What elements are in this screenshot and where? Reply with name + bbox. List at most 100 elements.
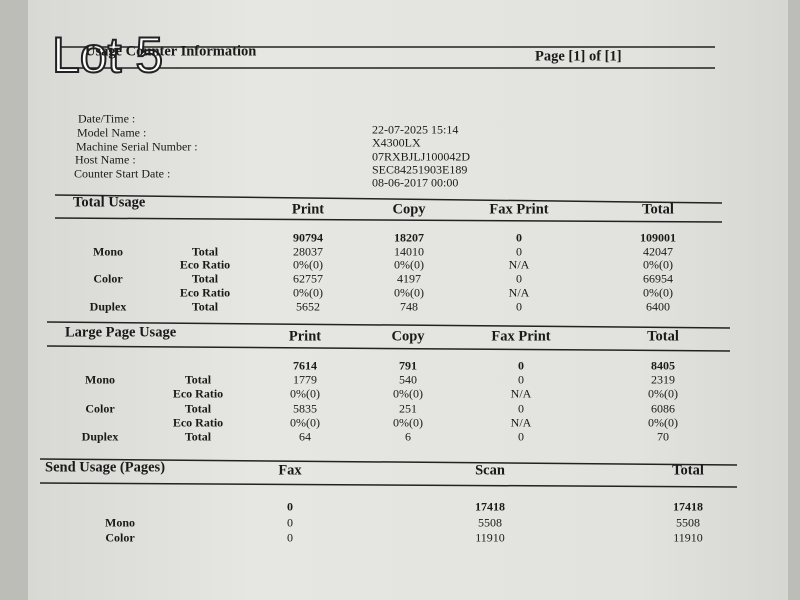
cell: 11910 (475, 530, 505, 545)
row-label: Total (191, 299, 219, 313)
column-header: Total (672, 462, 704, 479)
cell: 11910 (673, 530, 703, 545)
cell: 5508 (676, 515, 700, 529)
cell: 2319 (651, 372, 675, 387)
cell: 0%(0) (293, 285, 323, 300)
cell: 0 (287, 530, 293, 545)
cell: 251 (399, 401, 417, 416)
cell: 0%(0) (643, 285, 673, 300)
cell: 0 (516, 230, 522, 245)
cell: 791 (399, 358, 417, 373)
column-header: Scan (475, 462, 505, 479)
info-label: Machine Serial Number : (76, 139, 198, 154)
cell: 0 (516, 271, 522, 286)
column-header: Print (288, 328, 322, 345)
row-label: Total (184, 401, 212, 416)
row-group: Mono (93, 244, 123, 259)
row-label: Total (184, 372, 212, 387)
cell: 42047 (643, 244, 673, 259)
row-group: Color (85, 401, 115, 416)
row-label: Total (184, 429, 212, 444)
column-header: Total (647, 328, 679, 345)
cell: 109001 (640, 230, 676, 245)
cell: N/A (510, 415, 532, 430)
cell: 17418 (475, 499, 505, 514)
row-label: Total (191, 271, 219, 286)
cell: 8405 (651, 358, 675, 373)
column-header: Fax Print (489, 201, 549, 218)
row-label: Eco Ratio (179, 257, 231, 272)
cell: 0%(0) (394, 257, 424, 272)
info-value: 22-07-2025 15:14 (372, 122, 459, 137)
cell: 0%(0) (293, 257, 323, 272)
row-group: Duplex (81, 429, 119, 444)
cell: 0 (287, 499, 293, 514)
cell: 90794 (293, 230, 323, 245)
cell: 5652 (296, 299, 320, 313)
cell: 0 (518, 358, 524, 373)
column-header: Total (642, 201, 674, 218)
cell: 0%(0) (648, 386, 678, 401)
section-title: Large Page Usage (65, 324, 177, 341)
info-label: Counter Start Date : (74, 166, 171, 181)
cell: 540 (399, 372, 417, 387)
cell: 5508 (478, 515, 502, 529)
cell: 17418 (673, 499, 703, 514)
cell: 5835 (293, 401, 317, 416)
cell: N/A (510, 386, 532, 401)
cell: 6086 (651, 401, 675, 416)
cell: 6 (405, 429, 411, 444)
row-group: Color (93, 271, 123, 286)
info-value: 08-06-2017 00:00 (372, 175, 459, 190)
cell: 70 (657, 429, 669, 444)
info-value: 07RXBJLJ100042D (372, 149, 471, 164)
page-number: Page [1] of [1] (535, 48, 622, 65)
cell: 0%(0) (643, 257, 673, 272)
row-group: Duplex (89, 299, 127, 313)
row-label: Eco Ratio (172, 386, 224, 401)
cell: 1779 (293, 372, 317, 387)
row-label: Total (191, 244, 219, 259)
cell: 28037 (293, 244, 323, 259)
cell: 0 (287, 515, 293, 529)
column-header: Fax Print (491, 328, 551, 345)
cell: N/A (508, 285, 530, 300)
row-group: Color (105, 530, 135, 545)
cell: 14010 (394, 244, 424, 259)
column-header: Fax (278, 462, 302, 479)
info-label: Model Name : (77, 125, 147, 140)
lot-label: Lot 5 (51, 26, 164, 84)
row-label: Eco Ratio (172, 415, 224, 430)
cell: 0%(0) (290, 386, 320, 401)
info-value: SEC84251903E189 (372, 162, 468, 177)
info-label: Host Name : (75, 152, 136, 167)
cell: 6400 (646, 299, 670, 313)
paper (28, 0, 788, 600)
row-label: Eco Ratio (179, 285, 231, 300)
cell: 62757 (293, 271, 323, 286)
cell: 0 (518, 401, 524, 416)
cell: 0 (518, 372, 524, 387)
info-label: Date/Time : (78, 111, 136, 126)
cell: 18207 (394, 230, 424, 245)
cell: 64 (299, 429, 311, 444)
column-header: Copy (391, 328, 425, 345)
cell: 0%(0) (393, 386, 423, 401)
info-value: X4300LX (372, 135, 421, 150)
cell: 0%(0) (290, 415, 320, 430)
row-group: Mono (105, 515, 135, 529)
cell: 4197 (397, 271, 421, 286)
cell: 0 (518, 429, 524, 444)
cell: 0%(0) (394, 285, 424, 300)
cell: 66954 (643, 271, 673, 286)
section-title: Total Usage (73, 194, 146, 211)
report-title: Usage Counter Information (85, 43, 257, 60)
cell: 0%(0) (393, 415, 423, 430)
cell: N/A (508, 257, 530, 272)
row-group: Mono (85, 372, 115, 387)
cell: 0 (516, 299, 522, 313)
column-header: Print (291, 201, 325, 218)
cell: 7614 (293, 358, 317, 373)
